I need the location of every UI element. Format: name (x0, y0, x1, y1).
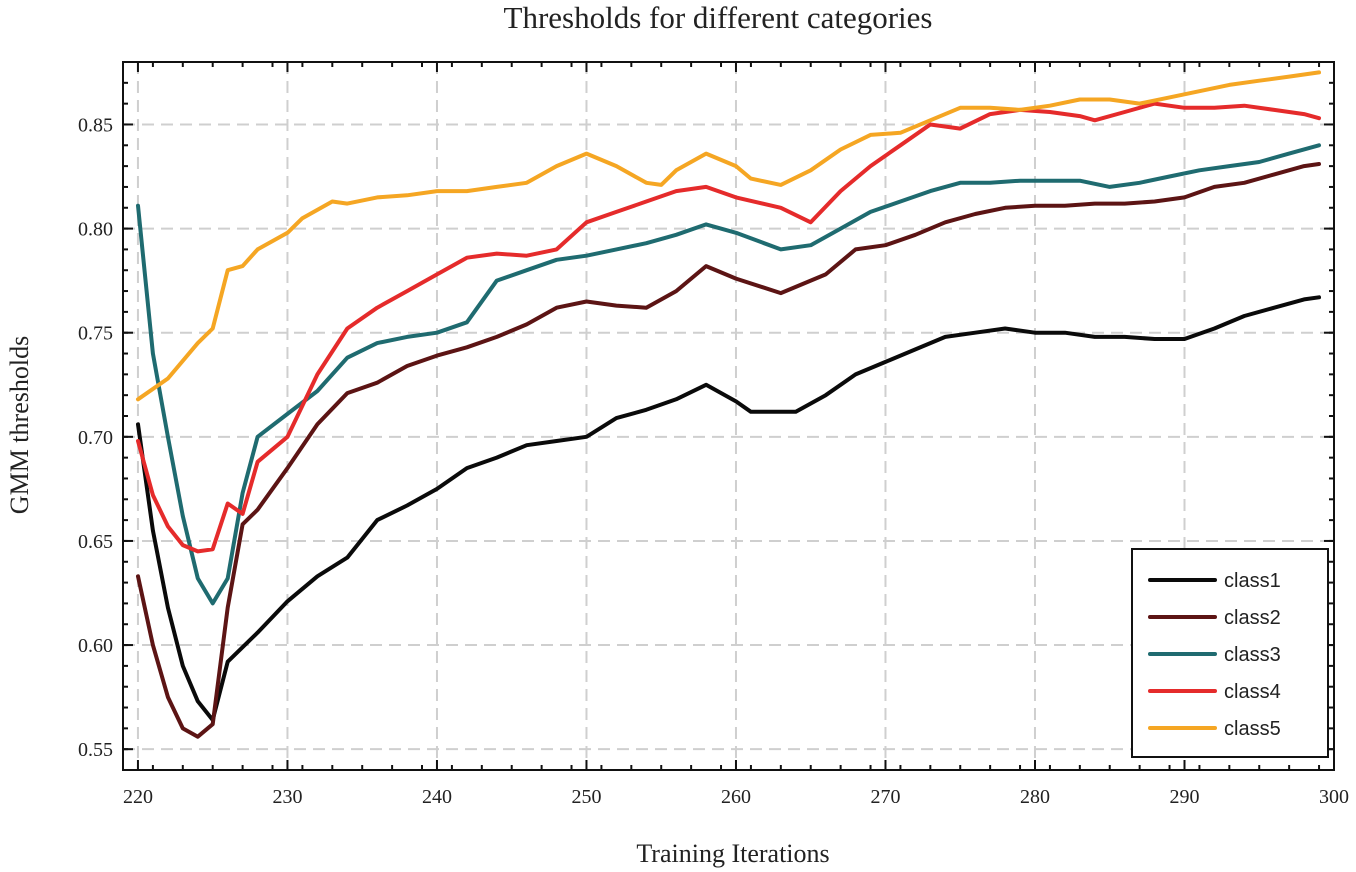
x-tick-label: 290 (1169, 786, 1199, 808)
x-tick-label: 250 (571, 786, 601, 808)
x-axis-tick-labels: 220 230 240 250 260 270 280 290 300 (123, 786, 1349, 808)
x-tick-label: 220 (123, 786, 153, 808)
x-tick-label: 300 (1319, 786, 1349, 808)
x-tick-label: 240 (422, 786, 452, 808)
legend-label-class1: class1 (1224, 570, 1281, 592)
series-line-class1 (136, 295, 1321, 722)
series-line-class2 (136, 162, 1321, 739)
y-tick-label: 0.65 (78, 531, 113, 553)
legend-label-class2: class2 (1224, 607, 1281, 629)
y-tick-label: 0.75 (78, 323, 113, 345)
y-tick-label: 0.55 (78, 739, 113, 761)
y-axis-label: GMM thresholds (5, 336, 34, 514)
legend-label-class5: class5 (1224, 718, 1281, 740)
series-line-class5 (136, 70, 1321, 402)
x-tick-label: 230 (272, 786, 302, 808)
x-tick-label: 280 (1020, 786, 1050, 808)
x-tick-label: 260 (721, 786, 751, 808)
series-line-class3 (136, 143, 1321, 606)
x-axis-label: Training Iterations (636, 839, 829, 868)
axis-ticks (122, 61, 1335, 771)
y-tick-label: 0.70 (78, 427, 113, 449)
y-tick-label: 0.85 (78, 114, 113, 136)
legend: class1 class2 class3 class4 class5 (1131, 548, 1329, 758)
legend-label-class4: class4 (1224, 681, 1281, 703)
y-axis-tick-labels: 0.55 0.60 0.65 0.70 0.75 0.80 0.85 (78, 114, 113, 761)
y-tick-label: 0.80 (78, 219, 113, 241)
series-lines (136, 70, 1321, 739)
x-tick-label: 270 (870, 786, 900, 808)
series-line-class4 (136, 101, 1321, 554)
chart-title: Thresholds for different categories (504, 0, 933, 35)
legend-label-class3: class3 (1224, 644, 1281, 666)
y-tick-label: 0.60 (78, 635, 113, 657)
